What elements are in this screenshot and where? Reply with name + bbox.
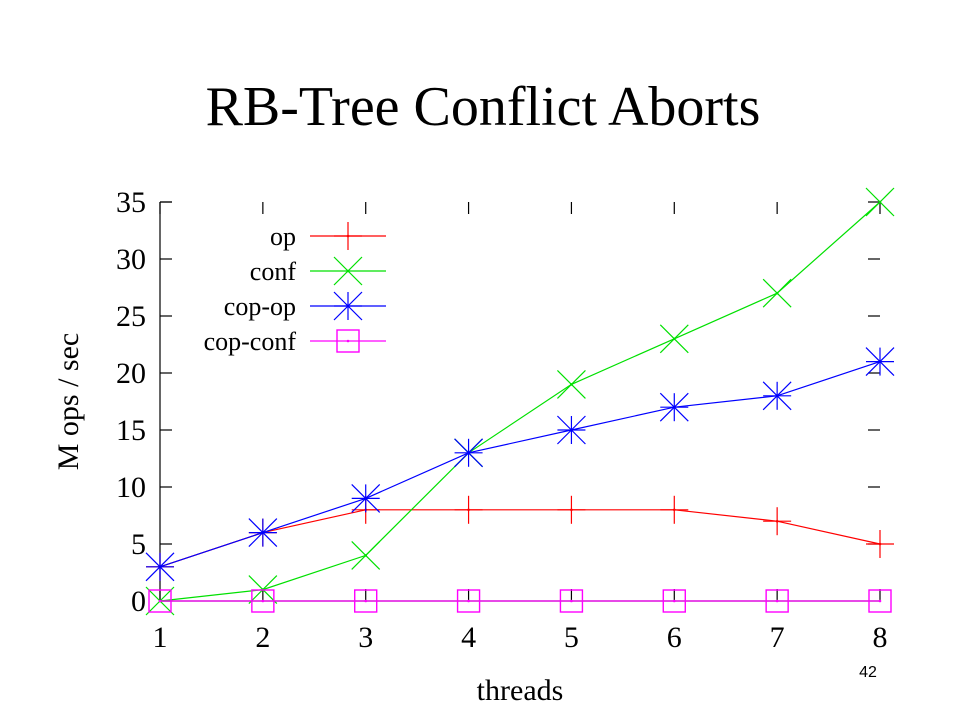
data-point-cop-op [557,415,586,445]
data-point-cop-conf [251,589,275,613]
chart-ticks: 0 5 10 15 20 25 30 35 1 2 3 4 5 6 7 8 [116,186,888,654]
y-tick-label: 0 [131,585,146,618]
y-tick-label: 5 [131,528,146,561]
y-tick-label: 25 [116,300,146,333]
chart-series [145,187,895,616]
x-tick-label: 4 [461,621,476,654]
series-line-op [159,509,881,568]
x-tick-label: 8 [873,621,888,654]
y-tick-label: 10 [116,471,146,504]
data-point-op [454,495,483,524]
legend-label-cop-op: cop-op [224,292,296,321]
series-line-conf [159,201,881,602]
data-point-cop-op [145,552,175,582]
x-tick-label: 6 [667,621,682,654]
x-tick-label: 7 [770,621,785,654]
data-point-cop-op [454,438,483,468]
legend-label-conf: conf [250,257,297,286]
y-tick-label: 35 [116,186,146,219]
y-axis-label: M ops / sec [52,333,85,471]
data-point-cop-op [351,483,381,513]
data-point-cop-conf [148,589,172,613]
data-point-op [763,507,792,536]
y-tick-label: 15 [116,414,146,447]
data-point-conf [659,324,689,354]
data-point-cop-conf [559,589,584,613]
x-tick-label: 5 [564,621,579,654]
y-tick-label: 20 [116,357,146,390]
slide-title: RB-Tree Conflict Aborts [205,76,761,138]
data-point-cop-conf [456,589,481,613]
data-point-conf [762,278,792,308]
data-point-conf [557,369,586,399]
data-point-cop-conf [662,589,686,613]
data-point-op [660,495,689,524]
data-point-conf [351,540,381,570]
page-number: 42 [859,664,877,681]
legend-marker-op [334,222,362,250]
data-point-cop-conf [354,589,378,613]
data-point-cop-op [865,347,895,377]
data-point-conf [865,187,895,217]
data-point-op [557,495,586,524]
data-point-cop-op [762,381,792,411]
series-line-cop-op [159,361,881,568]
legend-marker-cop-op [333,291,363,321]
x-tick-label: 2 [255,621,270,654]
data-point-cop-conf [868,589,892,613]
data-point-op [866,530,894,558]
x-axis-label: threads [477,674,564,707]
data-point-cop-conf [765,589,789,613]
data-point-cop-op [248,518,278,548]
x-tick-label: 1 [153,621,168,654]
chart-legend: op conf cop-op cop-conf [204,222,386,356]
legend-marker-conf [333,256,363,286]
data-point-cop-op [659,392,689,422]
legend-label-cop-conf: cop-conf [204,327,297,356]
legend-marker-cop-conf [336,329,360,353]
x-tick-label: 3 [358,621,373,654]
y-tick-label: 30 [116,243,146,276]
legend-label-op: op [270,222,296,251]
